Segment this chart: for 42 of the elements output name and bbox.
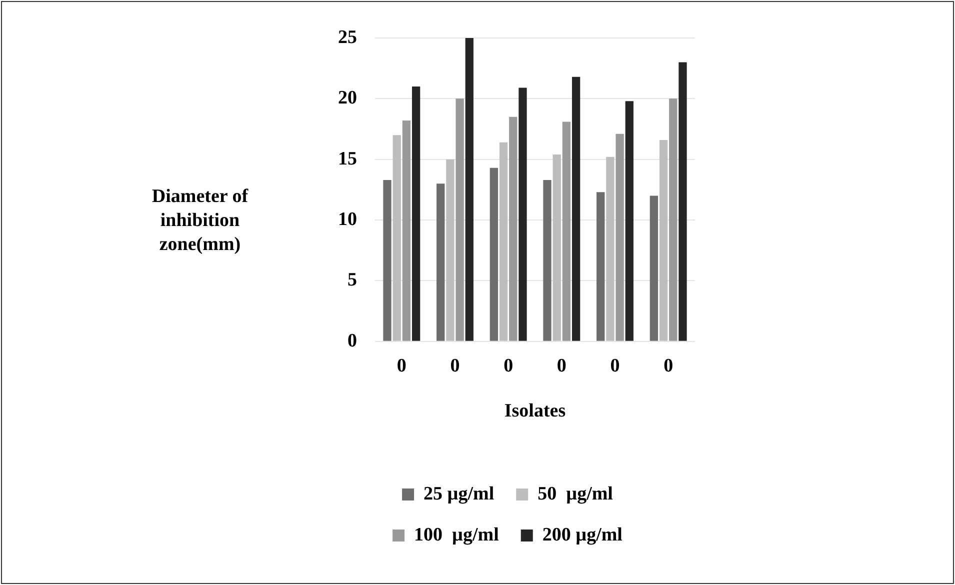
bar — [596, 192, 605, 341]
legend-label: 200 µg/ml — [542, 524, 622, 546]
bar — [552, 154, 561, 341]
x-tick-label: 0 — [556, 356, 566, 377]
y-tick-label: 5 — [348, 270, 357, 291]
bar — [650, 196, 658, 341]
bar — [669, 98, 678, 341]
y-tick-label: 0 — [348, 330, 357, 352]
bar — [383, 180, 392, 341]
bar — [678, 62, 687, 341]
bar — [659, 140, 668, 341]
legend-label: 50 µg/ml — [538, 483, 613, 504]
legend-label: 25 µg/ml — [424, 483, 494, 504]
bar — [456, 98, 464, 341]
bar — [402, 120, 411, 341]
bar — [625, 101, 634, 341]
x-tick-label: 0 — [664, 356, 674, 377]
y-tick-label: 20 — [338, 88, 357, 109]
bar — [562, 122, 571, 341]
x-axis-title: Isolates — [504, 400, 566, 422]
legend-label: 100 µg/ml — [414, 524, 499, 546]
bar — [412, 86, 420, 341]
bar — [436, 184, 445, 341]
bar — [616, 134, 624, 341]
bar — [499, 142, 508, 341]
x-tick-label: 0 — [450, 356, 460, 377]
y-tick-label: 10 — [338, 208, 357, 230]
bar — [572, 76, 580, 341]
bar — [446, 159, 454, 341]
bar — [606, 156, 614, 341]
bar — [392, 135, 401, 341]
x-tick-label: 0 — [504, 356, 514, 377]
bar — [509, 116, 518, 341]
bar — [465, 38, 474, 341]
y-axis-title: Diameter of inhibition zone(mm) — [150, 185, 250, 257]
bar — [490, 168, 498, 341]
y-tick-label: 15 — [338, 148, 357, 170]
x-tick-label: 0 — [396, 356, 406, 377]
y-tick-label: 25 — [338, 26, 357, 48]
bar — [543, 180, 552, 341]
x-tick-label: 0 — [610, 356, 620, 377]
bar — [518, 88, 527, 341]
